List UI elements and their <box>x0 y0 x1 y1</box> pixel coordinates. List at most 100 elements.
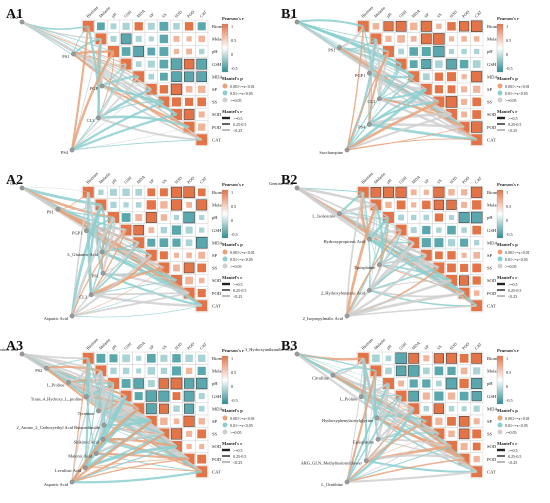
heatmap-cell <box>171 71 182 82</box>
driver-node <box>96 408 101 414</box>
driver-node <box>100 436 106 442</box>
driver-label: Aspartic Acid <box>44 482 69 487</box>
row-label: POD <box>212 457 222 462</box>
heatmap-cell <box>422 200 431 210</box>
heatmap-cell <box>160 226 168 234</box>
driver-node <box>100 270 106 276</box>
mantel-r-label: >=0.5 <box>508 448 518 453</box>
row-label: Biomass <box>212 190 228 195</box>
mantel-link <box>346 26 364 151</box>
row-label: CAT <box>212 469 221 474</box>
driver-label: Shikimic Acid <box>74 439 100 444</box>
heatmap-cell <box>423 405 430 412</box>
col-label: SOD <box>173 341 182 350</box>
mantel-link <box>71 420 152 483</box>
mantel-link <box>21 353 203 473</box>
mantel-link <box>369 113 452 126</box>
driver-node <box>44 365 49 371</box>
heatmap-cell <box>172 392 181 401</box>
heatmap-cell <box>183 262 195 274</box>
heatmap-cell <box>434 391 444 401</box>
driver-label: Gentisic Acid <box>269 181 294 186</box>
panel-label: B1 <box>281 7 297 22</box>
legend-mantel-p-title: Mantel's p <box>497 76 518 81</box>
heatmap-cell <box>183 390 195 402</box>
mantel-link <box>369 279 452 291</box>
heatmap-cell <box>447 239 456 247</box>
mantel-link <box>362 192 371 291</box>
mantel-link <box>338 203 377 215</box>
mantel-link <box>21 21 139 78</box>
col-label: CAT <box>199 341 208 350</box>
col-label: Melanin <box>373 171 387 185</box>
mantel-link <box>71 305 202 318</box>
mantel-r-label: 0.25-0.5 <box>233 454 246 459</box>
heatmap-cell <box>159 21 169 31</box>
heatmap-cell <box>197 354 206 363</box>
mantel-p-swatch <box>497 422 503 428</box>
pearson-tick: 1 <box>506 356 508 361</box>
col-label: POD <box>461 9 470 18</box>
row-label: Biomass <box>212 24 228 29</box>
driver-node <box>19 185 25 191</box>
mantel-link <box>70 26 90 151</box>
heatmap-cell <box>183 211 195 224</box>
mantel-link <box>296 19 364 28</box>
heatmap-cell <box>183 58 195 70</box>
heatmap-cell <box>148 227 155 234</box>
driver-label: Hydroxypropionic Acid <box>323 239 366 244</box>
row-label: SS <box>212 432 218 437</box>
mantel-link <box>71 370 102 483</box>
heatmap-cell <box>183 186 195 199</box>
heatmap-cell <box>170 428 183 440</box>
mantel-p-label: 0.01<=x<0.05 <box>230 257 253 262</box>
heatmap-cell <box>372 354 380 363</box>
heatmap-cell <box>159 238 169 248</box>
driver-label: Saccharopine <box>319 150 343 155</box>
col-label: SS <box>161 11 168 18</box>
row-label: SP <box>487 419 493 424</box>
mantel-link <box>339 213 402 231</box>
mantel-link <box>71 242 140 317</box>
mantel-r-label: <0.25 <box>233 128 242 133</box>
heatmap-cell <box>472 276 481 285</box>
row-label: MDA <box>212 406 223 411</box>
mantel-link <box>346 420 427 483</box>
driver-node <box>69 479 75 485</box>
pearson-tick: 1 <box>231 190 233 195</box>
heatmap-cell <box>472 97 482 107</box>
pearson-colorbar <box>221 355 229 405</box>
row-label: SS <box>212 266 218 271</box>
row-label: POD <box>212 125 222 130</box>
row-label: SOD <box>212 278 222 283</box>
heatmap-cell <box>473 418 480 425</box>
driver-label: L_Proline <box>340 397 358 402</box>
col-label: SS <box>161 177 168 184</box>
row-label: GSH <box>487 62 497 67</box>
heatmap-cell <box>385 355 392 362</box>
pearson-colorbar <box>221 23 229 73</box>
heatmap-cell <box>446 199 457 211</box>
heatmap-cell <box>447 366 456 376</box>
mantel-p-swatch <box>222 83 228 89</box>
heatmap-cell <box>170 377 183 390</box>
row-label: POD <box>487 457 497 462</box>
mantel-link <box>101 84 190 129</box>
mantel-p-swatch <box>497 263 503 269</box>
heatmap-cell <box>199 227 205 233</box>
heatmap-cell <box>435 60 443 68</box>
heatmap-cell <box>121 213 131 222</box>
mantel-link <box>346 254 428 317</box>
heatmap-cell <box>183 378 195 389</box>
heatmap-cell <box>185 85 193 93</box>
mantel-link <box>346 408 415 484</box>
mantel-p-label: >=0.05 <box>230 98 242 103</box>
mantel-link <box>71 76 140 151</box>
mantel-link <box>346 458 465 483</box>
col-label: MDA <box>136 340 146 350</box>
heatmap-cell <box>171 199 182 211</box>
driver-node <box>336 45 342 50</box>
heatmap-cell <box>459 378 469 389</box>
heatmap-cell <box>472 429 482 439</box>
